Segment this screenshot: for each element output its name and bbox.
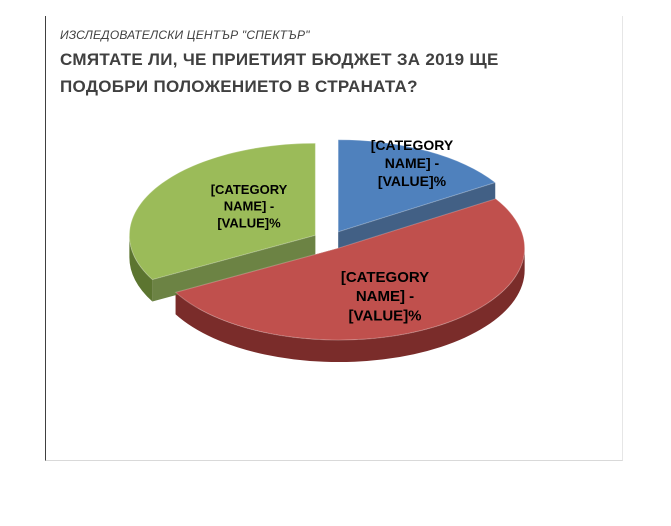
pie-slice-label-line: [CATEGORY [341, 269, 429, 286]
chart-subtitle: ИЗСЛЕДОВАТЕЛСКИ ЦЕНТЪР "СПЕКТЪР" [60, 28, 310, 42]
pie-slice-label-1: [CATEGORY NAME] - [VALUE]% [341, 269, 429, 324]
pie-slice-label-line: [CATEGORY [371, 137, 454, 153]
pie-slice-side-2 [129, 235, 316, 302]
chart-area [45, 16, 623, 461]
pie-slice-2 [128, 142, 316, 281]
pie-slice-1 [174, 198, 526, 341]
chart-title: СМЯТАТЕ ЛИ, ЧЕ ПРИЕТИЯТ БЮДЖЕТ ЗА 2019 Щ… [60, 50, 499, 96]
pie-slice-label-0: [CATEGORY NAME] - [VALUE]% [371, 137, 454, 189]
pie-slice-label-2: [CATEGORY NAME] -[VALUE]% [211, 182, 288, 230]
pie-slice-label-line: NAME] - [385, 155, 440, 171]
pie-slice-0 [337, 139, 497, 233]
pie-slice-label-line: [CATEGORY [211, 182, 288, 197]
pie-slice-label-line: NAME] - [224, 199, 275, 214]
pie-slice-label-line: [VALUE]% [348, 307, 421, 324]
pie-slice-label-line: [VALUE]% [378, 173, 447, 189]
pie-slice-label-line: NAME] - [356, 288, 414, 305]
pie-slice-label-line: [VALUE]% [217, 215, 281, 230]
